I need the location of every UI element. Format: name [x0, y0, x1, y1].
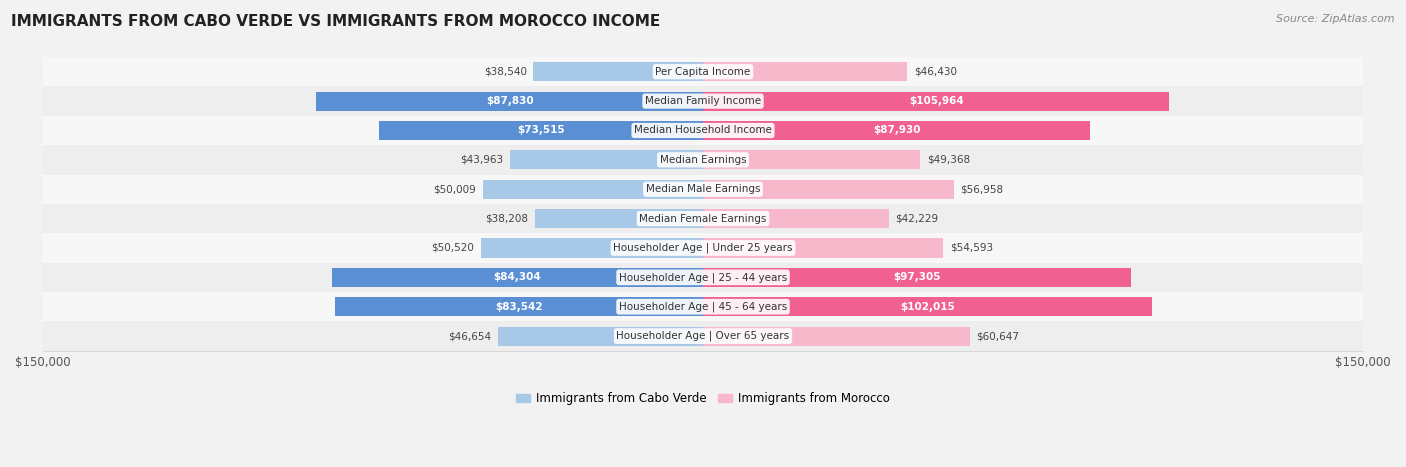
Bar: [42, 262, 1364, 292]
Bar: [42, 204, 1364, 234]
Text: $56,958: $56,958: [960, 184, 1004, 194]
Text: $102,015: $102,015: [900, 302, 955, 311]
Text: Median Household Income: Median Household Income: [634, 126, 772, 135]
Text: $50,009: $50,009: [433, 184, 477, 194]
Bar: [42, 116, 1364, 145]
Text: $54,593: $54,593: [950, 243, 993, 253]
Text: $50,520: $50,520: [432, 243, 474, 253]
Bar: [335, 297, 703, 316]
Legend: Immigrants from Cabo Verde, Immigrants from Morocco: Immigrants from Cabo Verde, Immigrants f…: [510, 387, 896, 410]
Bar: [42, 292, 1364, 321]
Bar: [42, 86, 1364, 116]
Text: $60,647: $60,647: [977, 331, 1019, 341]
Text: $73,515: $73,515: [517, 126, 565, 135]
Text: $87,930: $87,930: [873, 126, 921, 135]
Text: $42,229: $42,229: [896, 213, 939, 224]
Bar: [481, 239, 703, 257]
Bar: [703, 209, 889, 228]
Bar: [316, 92, 703, 111]
Text: Householder Age | Under 25 years: Householder Age | Under 25 years: [613, 243, 793, 253]
Bar: [703, 180, 953, 199]
Text: $105,964: $105,964: [908, 96, 963, 106]
Text: Source: ZipAtlas.com: Source: ZipAtlas.com: [1277, 14, 1395, 24]
Bar: [42, 175, 1364, 204]
Text: $87,830: $87,830: [486, 96, 533, 106]
Text: $38,540: $38,540: [484, 67, 527, 77]
Bar: [703, 268, 1132, 287]
Bar: [703, 326, 970, 346]
Text: $43,963: $43,963: [460, 155, 503, 165]
Text: Median Female Earnings: Median Female Earnings: [640, 213, 766, 224]
Bar: [332, 268, 703, 287]
Text: $84,304: $84,304: [494, 272, 541, 283]
Text: $38,208: $38,208: [485, 213, 529, 224]
Bar: [42, 234, 1364, 262]
Bar: [534, 209, 703, 228]
Bar: [42, 321, 1364, 351]
Text: $46,430: $46,430: [914, 67, 957, 77]
Text: Householder Age | 25 - 44 years: Householder Age | 25 - 44 years: [619, 272, 787, 283]
Text: Householder Age | 45 - 64 years: Householder Age | 45 - 64 years: [619, 302, 787, 312]
Bar: [703, 297, 1152, 316]
Text: Per Capita Income: Per Capita Income: [655, 67, 751, 77]
Text: $83,542: $83,542: [495, 302, 543, 311]
Text: $46,654: $46,654: [449, 331, 491, 341]
Bar: [498, 326, 703, 346]
Bar: [703, 92, 1170, 111]
Bar: [380, 121, 703, 140]
Bar: [509, 150, 703, 170]
Bar: [703, 62, 907, 81]
Text: $97,305: $97,305: [893, 272, 941, 283]
Bar: [703, 121, 1090, 140]
Text: Householder Age | Over 65 years: Householder Age | Over 65 years: [616, 331, 790, 341]
Bar: [533, 62, 703, 81]
Bar: [482, 180, 703, 199]
Bar: [703, 239, 943, 257]
Text: Median Earnings: Median Earnings: [659, 155, 747, 165]
Text: $49,368: $49,368: [927, 155, 970, 165]
Text: IMMIGRANTS FROM CABO VERDE VS IMMIGRANTS FROM MOROCCO INCOME: IMMIGRANTS FROM CABO VERDE VS IMMIGRANTS…: [11, 14, 661, 29]
Bar: [42, 145, 1364, 175]
Bar: [703, 150, 921, 170]
Text: Median Family Income: Median Family Income: [645, 96, 761, 106]
Bar: [42, 57, 1364, 86]
Text: Median Male Earnings: Median Male Earnings: [645, 184, 761, 194]
